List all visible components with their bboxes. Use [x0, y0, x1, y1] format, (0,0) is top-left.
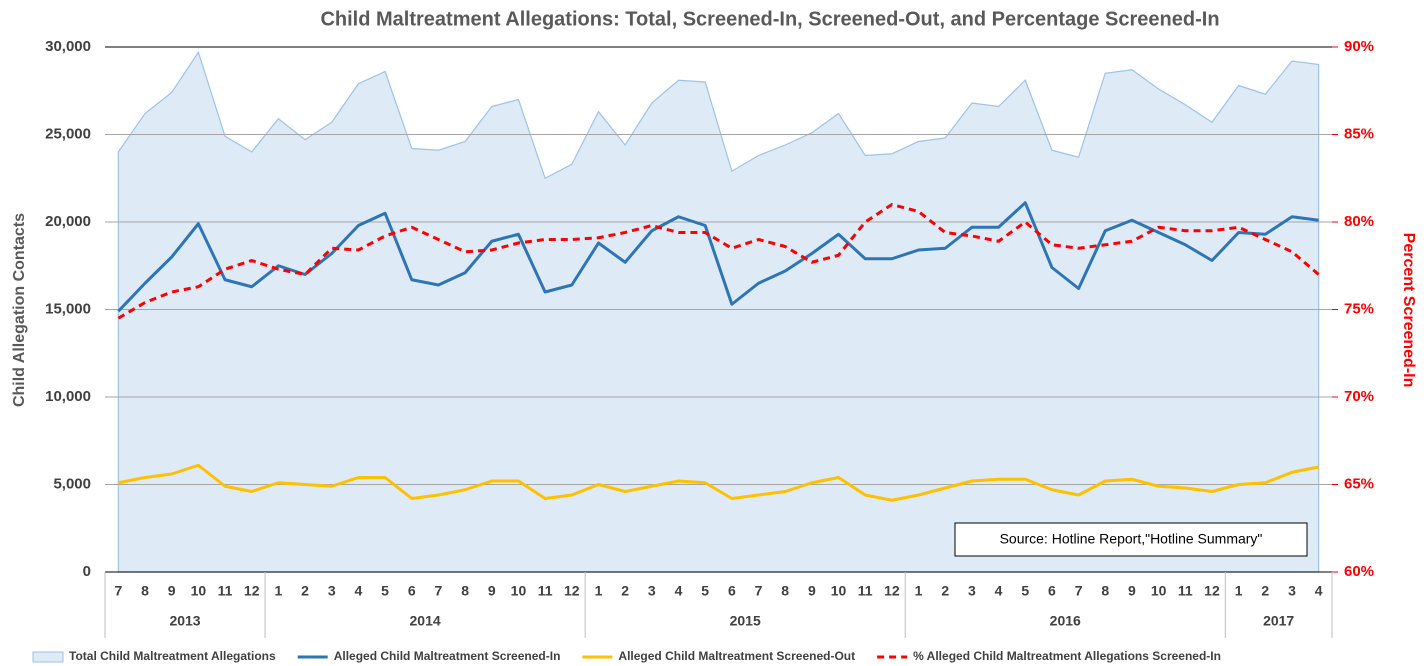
x-tick-label: 4: [1315, 583, 1323, 599]
x-tick-label: 8: [141, 583, 149, 599]
legend-label: Alleged Child Maltreatment Screened-Out: [618, 649, 855, 663]
y2-tick-label: 60%: [1344, 563, 1374, 580]
x-tick-label: 3: [328, 583, 336, 599]
chart-title: Child Maltreatment Allegations: Total, S…: [320, 8, 1219, 30]
x-tick-label: 5: [1021, 583, 1029, 599]
x-tick-label: 8: [1101, 583, 1109, 599]
area: [117, 50, 1320, 573]
x-tick-label: 9: [168, 583, 176, 599]
x-tick-label: 3: [1288, 583, 1296, 599]
line: [118, 463, 1319, 502]
x-tick-label: 6: [408, 583, 416, 599]
x-tick-label: 12: [1204, 583, 1220, 599]
x-tick-label: 5: [381, 583, 389, 599]
x-tick-label: 6: [728, 583, 736, 599]
y2-tick-label: 75%: [1344, 300, 1374, 317]
y2-tick-label: 70%: [1344, 388, 1374, 405]
x-tick-label: 12: [564, 583, 580, 599]
line: [117, 201, 1319, 313]
x-tick-label: 7: [435, 583, 443, 599]
legend-label: Total Child Maltreatment Allegations: [69, 649, 276, 663]
x-tick-label: 2: [301, 583, 309, 599]
x-tick-label: 7: [755, 583, 763, 599]
x-tick-label: 6: [1048, 583, 1056, 599]
y-tick-label: 30,000: [45, 38, 91, 55]
x-tick-label: 12: [884, 583, 900, 599]
legend-label: Alleged Child Maltreatment Screened-In: [334, 649, 561, 663]
x-tick-label: 2: [621, 583, 629, 599]
x-tick-label: 1: [274, 583, 282, 599]
year-label: 2017: [1263, 613, 1294, 629]
x-tick-label: 4: [675, 583, 683, 599]
x-tick-label: 1: [1235, 583, 1243, 599]
y-tick-label: 10,000: [45, 388, 91, 405]
year-label: 2013: [169, 613, 200, 629]
x-tick-label: 7: [114, 583, 122, 599]
x-tick-label: 11: [1178, 583, 1193, 599]
x-tick-label: 10: [831, 583, 847, 599]
x-tick-label: 10: [1151, 583, 1167, 599]
x-tick-label: 11: [858, 583, 873, 599]
x-tick-label: 3: [648, 583, 656, 599]
y-tick-label: 20,000: [45, 213, 91, 230]
x-tick-label: 5: [701, 583, 709, 599]
y-tick-label: 25,000: [45, 125, 91, 142]
year-label: 2014: [410, 613, 441, 629]
x-tick-label: 12: [244, 583, 260, 599]
x-tick-label: 2: [941, 583, 949, 599]
legend-swatch: [32, 651, 64, 663]
x-tick-label: 4: [995, 583, 1003, 599]
x-tick-label: 8: [461, 583, 469, 599]
x-tick-label: 4: [355, 583, 363, 599]
x-tick-label: 7: [1075, 583, 1083, 599]
y2-tick-label: 80%: [1344, 213, 1374, 230]
y2-tick-label: 65%: [1344, 475, 1374, 492]
x-tick-label: 9: [808, 583, 816, 599]
x-tick-label: 1: [915, 583, 923, 599]
x-tick-label: 1: [595, 583, 603, 599]
annotation: Source: Hotline Report,"Hotline Summary": [1000, 531, 1263, 547]
y2-tick-label: 85%: [1344, 125, 1374, 142]
y2-axis-label: Percent Screened-In: [1400, 233, 1417, 388]
year-label: 2016: [1050, 613, 1081, 629]
annotation-box: [954, 522, 1308, 557]
x-tick-label: 10: [511, 583, 527, 599]
x-tick-label: 9: [1128, 583, 1136, 599]
year-label: 2015: [730, 613, 761, 629]
y2-tick-label: 90%: [1344, 38, 1374, 55]
x-tick-label: 11: [538, 583, 553, 599]
line: [117, 203, 1320, 320]
y-axis-label: Child Allegation Contacts: [11, 213, 28, 407]
x-tick-label: 9: [488, 583, 496, 599]
x-tick-label: 8: [781, 583, 789, 599]
x-tick-label: 2: [1261, 583, 1269, 599]
y-tick-label: 5,000: [53, 475, 91, 492]
y-tick-label: 0: [83, 563, 91, 580]
legend-label: % Alleged Child Maltreatment Allegations…: [913, 649, 1221, 663]
y-tick-label: 15,000: [45, 300, 91, 317]
x-tick-label: 11: [218, 583, 233, 599]
x-tick-label: 3: [968, 583, 976, 599]
x-tick-label: 10: [191, 583, 207, 599]
